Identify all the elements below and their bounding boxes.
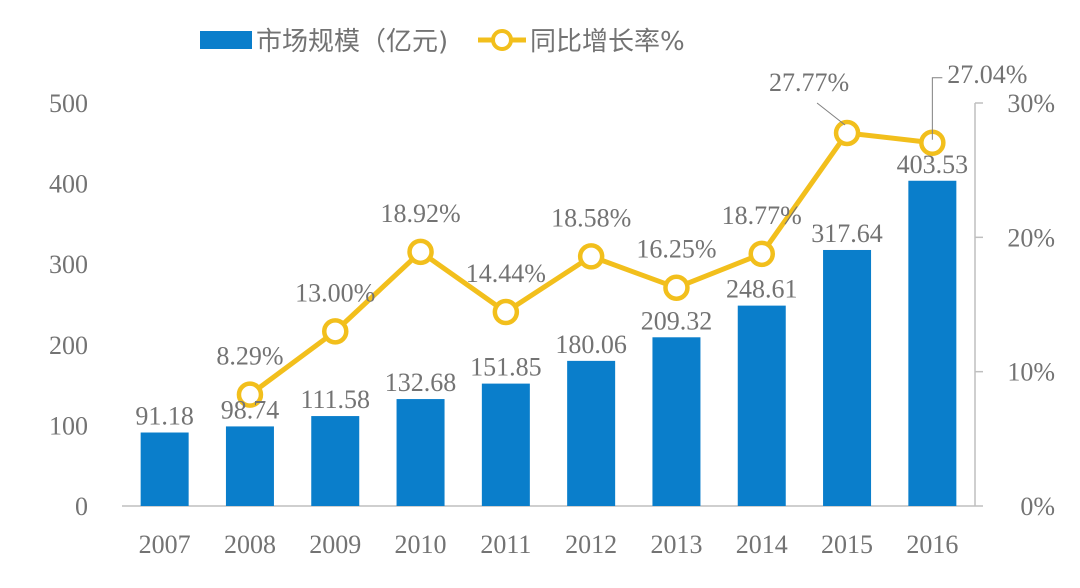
leader-line bbox=[816, 102, 846, 126]
growth-marker bbox=[407, 238, 434, 266]
x-tick-label: 2011 bbox=[480, 530, 531, 559]
growth-marker bbox=[322, 318, 349, 345]
y-tick-label: 500 bbox=[49, 89, 88, 118]
bar-value-label: 91.18 bbox=[135, 402, 194, 431]
growth-value-label: 14.44% bbox=[466, 259, 546, 288]
growth-marker bbox=[236, 381, 264, 408]
growth-marker bbox=[663, 274, 690, 301]
x-tick-label: 2016 bbox=[906, 530, 958, 559]
bar bbox=[481, 383, 530, 506]
bar bbox=[908, 180, 957, 506]
bar bbox=[396, 399, 445, 506]
x-tick-label: 2014 bbox=[736, 530, 788, 559]
legend-bar-swatch bbox=[200, 31, 252, 49]
bar-value-label: 403.53 bbox=[897, 150, 969, 179]
growth-marker bbox=[748, 240, 775, 268]
bar-value-label: 132.68 bbox=[385, 368, 457, 397]
bar-value-label: 180.06 bbox=[555, 330, 627, 359]
growth-value-label: 16.25% bbox=[636, 235, 716, 264]
legend-bar-label: 市场规模（亿元) bbox=[256, 27, 448, 57]
bar-value-label: 248.61 bbox=[726, 275, 798, 304]
x-tick-label: 2008 bbox=[224, 530, 276, 559]
y2-tick-label: 10% bbox=[1007, 358, 1055, 387]
bar bbox=[225, 426, 274, 506]
y2-tick-label: 30% bbox=[1007, 89, 1055, 118]
x-tick-label: 2009 bbox=[309, 530, 361, 559]
data-labels: 91.18 98.74 111.58 132.68 151.85 180.06 209.32… bbox=[135, 60, 1027, 431]
bar bbox=[737, 305, 786, 506]
legend-line-marker bbox=[491, 29, 513, 51]
x-tick-label: 2007 bbox=[139, 530, 191, 559]
bar bbox=[823, 249, 872, 506]
growth-value-label: 18.77% bbox=[722, 201, 802, 230]
growth-value-label: 27.04% bbox=[947, 60, 1027, 89]
growth-marker bbox=[833, 119, 861, 147]
bar bbox=[567, 360, 616, 506]
bar-value-label: 151.85 bbox=[470, 353, 542, 382]
bar bbox=[652, 337, 701, 506]
legend-line-label: 同比增长率% bbox=[530, 27, 685, 57]
y2-tick-label: 20% bbox=[1007, 223, 1055, 252]
bar-value-label: 209.32 bbox=[641, 306, 713, 335]
leader-line bbox=[931, 77, 943, 140]
legend: 市场规模（亿元) 同比增长率% bbox=[200, 27, 685, 57]
y-tick-label: 100 bbox=[49, 411, 88, 440]
y-tick-label: 0 bbox=[75, 492, 88, 521]
axes: 0 100 200 300 400 500 0% 10% 20% 30% 2007 2008 2009 2… bbox=[49, 89, 1055, 559]
bar-value-label: 111.58 bbox=[300, 385, 370, 414]
bar-value-label: 317.64 bbox=[811, 219, 883, 248]
x-tick-label: 2010 bbox=[395, 530, 447, 559]
growth-value-label: 18.58% bbox=[551, 203, 631, 232]
growth-value-label: 18.92% bbox=[380, 199, 460, 228]
y-tick-label: 200 bbox=[49, 331, 88, 360]
bar bbox=[311, 416, 360, 506]
growth-marker bbox=[492, 298, 520, 326]
x-tick-label: 2015 bbox=[821, 530, 873, 559]
bars bbox=[140, 180, 957, 506]
growth-value-label: 13.00% bbox=[295, 278, 375, 307]
y-tick-label: 400 bbox=[49, 170, 88, 199]
bar-value-label: 98.74 bbox=[221, 395, 280, 424]
x-tick-label: 2012 bbox=[565, 530, 617, 559]
x-tick-label: 2013 bbox=[650, 530, 702, 559]
growth-value-label: 8.29% bbox=[216, 342, 283, 371]
growth-marker bbox=[577, 243, 605, 270]
y2-tick-label: 0% bbox=[1020, 492, 1055, 521]
growth-value-label: 27.77% bbox=[769, 68, 849, 97]
y-tick-label: 300 bbox=[49, 250, 88, 279]
bar bbox=[140, 432, 189, 506]
